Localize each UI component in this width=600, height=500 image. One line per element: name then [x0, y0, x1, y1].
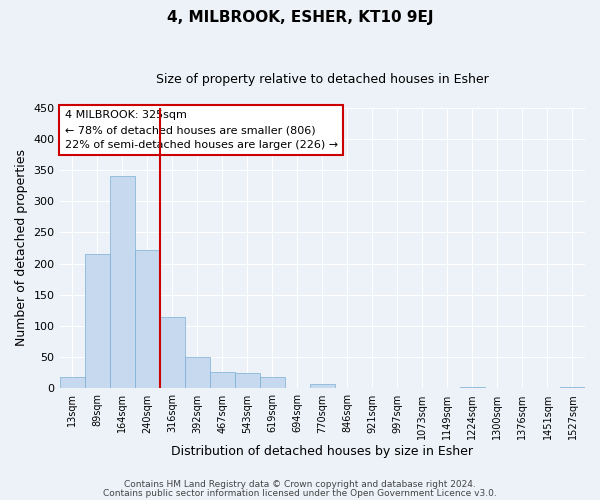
Bar — [185, 356, 209, 388]
Bar — [310, 384, 335, 388]
Bar — [460, 386, 485, 388]
Bar — [110, 176, 134, 388]
Title: Size of property relative to detached houses in Esher: Size of property relative to detached ho… — [156, 72, 488, 86]
Bar — [560, 387, 585, 388]
Bar — [235, 374, 260, 388]
Text: Contains HM Land Registry data © Crown copyright and database right 2024.: Contains HM Land Registry data © Crown c… — [124, 480, 476, 489]
X-axis label: Distribution of detached houses by size in Esher: Distribution of detached houses by size … — [171, 444, 473, 458]
Bar — [59, 377, 85, 388]
Text: 4, MILBROOK, ESHER, KT10 9EJ: 4, MILBROOK, ESHER, KT10 9EJ — [167, 10, 433, 25]
Bar — [85, 254, 110, 388]
Text: Contains public sector information licensed under the Open Government Licence v3: Contains public sector information licen… — [103, 488, 497, 498]
Bar — [260, 376, 285, 388]
Y-axis label: Number of detached properties: Number of detached properties — [15, 150, 28, 346]
Bar — [209, 372, 235, 388]
Bar — [160, 316, 185, 388]
Bar — [134, 250, 160, 388]
Text: 4 MILBROOK: 325sqm
← 78% of detached houses are smaller (806)
22% of semi-detach: 4 MILBROOK: 325sqm ← 78% of detached hou… — [65, 110, 338, 150]
